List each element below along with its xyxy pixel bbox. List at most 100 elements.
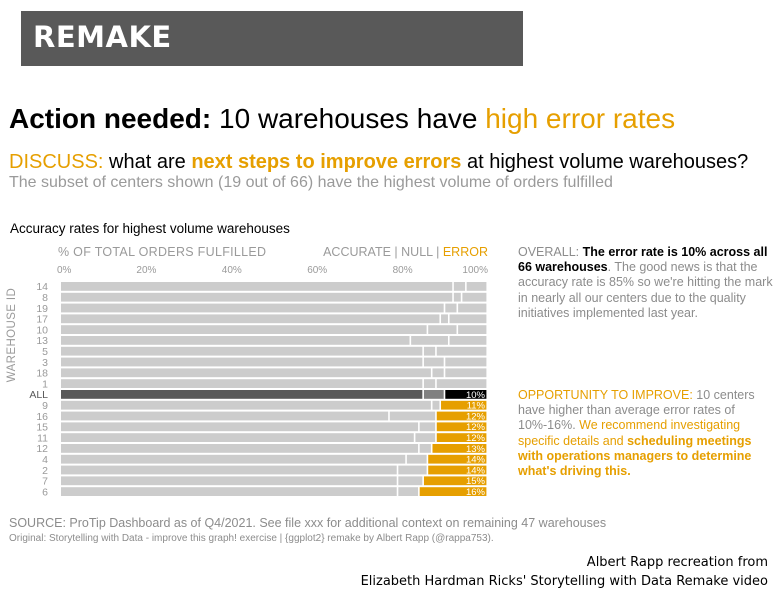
bar-segment xyxy=(419,487,487,496)
bar-segment xyxy=(423,357,444,367)
accuracy-chart: % OF TOTAL ORDERS FULFILLED ACCURATE | NU… xyxy=(6,245,488,498)
chart-title: Accuracy rates for highest volume wareho… xyxy=(10,221,290,236)
overall-callout: OVERALL: The error rate is 10% across al… xyxy=(518,245,780,321)
y-tick-label: 12 xyxy=(36,443,48,455)
bar-segment xyxy=(398,476,423,486)
bar-segment xyxy=(445,303,457,313)
bar-segment xyxy=(61,325,427,334)
headline-bold: Action needed: xyxy=(9,103,212,134)
credit-line2: Elizabeth Hardman Ricks' Storytelling wi… xyxy=(360,574,768,589)
bar-segment xyxy=(61,314,440,324)
bar-segment xyxy=(61,303,444,313)
data-label: 13% xyxy=(466,444,486,455)
bar-segment xyxy=(441,400,487,410)
data-label: 10% xyxy=(466,390,486,401)
y-tick-label: 14 xyxy=(36,281,48,293)
y-tick-label: 1 xyxy=(42,378,48,390)
data-label: 11% xyxy=(467,401,486,412)
opportunity-text1: 10 centers have higher than average erro… xyxy=(518,388,755,433)
x-tick-label: 0% xyxy=(57,265,72,276)
headline-middle: 10 warehouses have xyxy=(219,103,478,134)
opportunity-callout: OPPORTUNITY TO IMPROVE: 10 centers have … xyxy=(518,388,776,479)
x-tick-label: 100% xyxy=(462,265,488,276)
y-tick-label: 7 xyxy=(42,476,48,488)
headline: Action needed: 10 warehouses have high e… xyxy=(9,103,675,135)
banner-text: REMAKE xyxy=(33,20,172,54)
bar-segment xyxy=(61,444,419,453)
discuss-label: DISCUSS: xyxy=(9,151,104,173)
data-label: 12% xyxy=(466,422,486,433)
y-tick-label: 4 xyxy=(42,454,48,466)
bar-segment xyxy=(406,454,427,464)
bar-segment xyxy=(61,465,397,475)
bar-segment xyxy=(445,368,487,378)
overall-bold: The error rate is 10% across all 66 ware… xyxy=(518,245,768,275)
opportunity-label: OPPORTUNITY TO IMPROVE: xyxy=(518,388,693,402)
headline-highlight: high error rates xyxy=(485,103,676,134)
bar-segment xyxy=(398,487,419,496)
overall-label: OVERALL: xyxy=(518,245,580,259)
y-tick-label: 17 xyxy=(36,314,48,326)
bar-segment xyxy=(61,422,419,432)
bar-segment xyxy=(61,433,414,442)
data-label: 15% xyxy=(466,476,486,487)
bar-segment xyxy=(419,422,436,432)
y-axis-label: WAREHOUSE ID xyxy=(6,288,18,382)
data-label: 12% xyxy=(466,433,486,444)
bar-segment xyxy=(61,346,423,356)
bar-segment xyxy=(436,411,487,421)
bar-segment xyxy=(436,422,487,432)
bar-segment xyxy=(453,282,466,291)
bar-segment xyxy=(61,400,431,410)
bar-segment xyxy=(428,454,487,464)
bar-segment xyxy=(445,390,487,399)
x-tick-label: 20% xyxy=(136,265,156,276)
bar-segment xyxy=(428,325,457,334)
legend-entry: ACCURATE xyxy=(323,245,391,259)
bar-segment xyxy=(61,282,453,291)
x-axis-label: % OF TOTAL ORDERS FULFILLED xyxy=(58,245,266,259)
original-note: Original: Storytelling with Data - impro… xyxy=(9,533,494,544)
legend: ACCURATE | NULL | ERROR xyxy=(323,245,488,259)
bar-segment xyxy=(415,433,436,442)
y-tick-label: 10 xyxy=(36,324,48,336)
bar-segment xyxy=(453,292,461,302)
opportunity-text2: We recommend investigating specific deta… xyxy=(518,418,741,448)
bar-segment xyxy=(432,400,440,410)
bar-segment xyxy=(61,336,410,345)
bar-segment xyxy=(432,368,444,378)
bar-segment xyxy=(61,368,431,378)
legend-entry: | xyxy=(433,245,443,259)
bar-segment xyxy=(61,357,423,367)
bar-segment xyxy=(423,476,487,486)
bar-segment xyxy=(432,444,487,453)
data-label: 16% xyxy=(466,487,486,498)
x-tick-label: 80% xyxy=(393,265,413,276)
credit-line1: Albert Rapp recreation from xyxy=(586,555,768,570)
y-tick-label: 3 xyxy=(42,357,48,369)
bar-segment xyxy=(449,336,487,345)
source-note: SOURCE: ProTip Dashboard as of Q4/2021. … xyxy=(9,516,607,530)
bar-segment xyxy=(61,454,406,464)
bar-segment xyxy=(441,314,448,324)
y-tick-label: 11 xyxy=(37,432,48,444)
y-tick-label: ALL xyxy=(29,389,48,401)
opportunity-bold: scheduling meetings with operations mana… xyxy=(518,433,752,479)
bar-segment xyxy=(462,292,487,302)
bar-segment xyxy=(61,292,453,302)
discuss-line: DISCUSS: what are next steps to improve … xyxy=(9,151,748,174)
data-label: 14% xyxy=(466,465,486,476)
bar-segment xyxy=(389,411,436,421)
data-label: 14% xyxy=(466,455,486,466)
bar-segment xyxy=(398,465,427,475)
bar-segment xyxy=(458,303,487,313)
credit: Albert Rapp recreation from Elizabeth Ha… xyxy=(361,553,768,591)
bar-segment xyxy=(423,346,436,356)
subset-note: The subset of centers shown (19 out of 6… xyxy=(9,174,613,191)
bar-segment xyxy=(423,379,436,388)
discuss-post: at highest volume warehouses? xyxy=(466,151,749,173)
legend-entry: | xyxy=(391,245,401,259)
y-tick-label: 8 xyxy=(42,292,48,304)
y-tick-label: 13 xyxy=(36,335,48,347)
bar-segment xyxy=(449,314,487,324)
